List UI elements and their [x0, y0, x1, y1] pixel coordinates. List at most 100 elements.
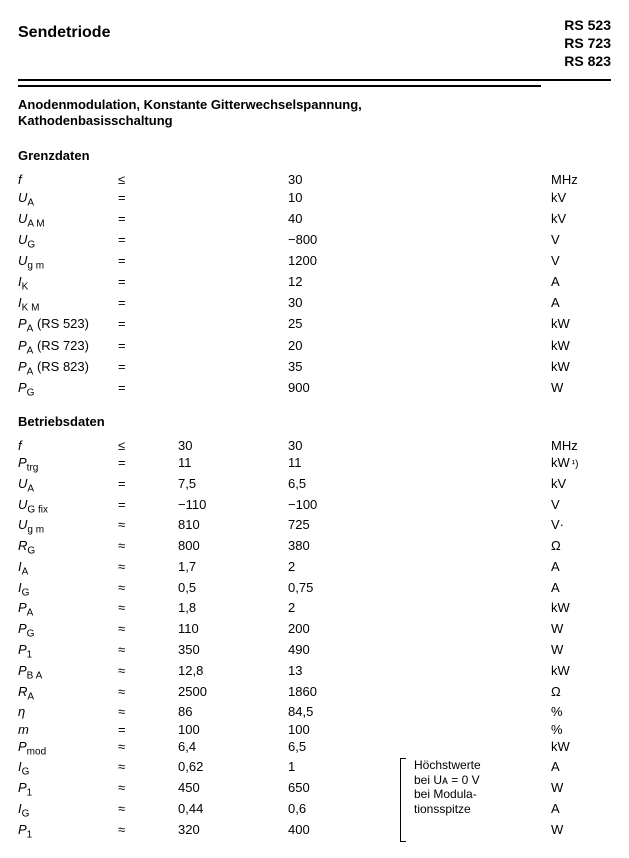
grenz-symbol: UA — [18, 189, 118, 210]
betrieb-value-2: 200 — [288, 620, 398, 637]
betrieb-value-1: 810 — [178, 516, 288, 533]
grenz-unit: kW — [551, 315, 611, 333]
betrieb-op: ≈ — [118, 662, 178, 679]
betrieb-row: Ug m≈810725V· — [18, 516, 611, 537]
betrieb-value-1: 450 — [178, 779, 288, 796]
betrieb-op: = — [118, 454, 178, 471]
betrieb-unit: V· — [551, 516, 611, 533]
betrieb-unit: kW¹) — [551, 454, 611, 471]
betrieb-value-1: 800 — [178, 537, 288, 554]
betrieb-row: PG≈110200W — [18, 620, 611, 641]
grenz-op: = — [118, 337, 178, 355]
grenz-op: = — [118, 252, 178, 270]
subtitle-line-1: Anodenmodulation, Konstante Gitterwechse… — [18, 97, 611, 114]
grenz-symbol: UA M — [18, 210, 118, 231]
betrieb-row: RG≈800380Ω — [18, 537, 611, 558]
betrieb-row: f≤3030MHz — [18, 437, 611, 454]
grenz-symbol: Ug m — [18, 252, 118, 273]
grenz-value: 40 — [288, 210, 398, 228]
betrieb-value-1: 320 — [178, 821, 288, 838]
betrieb-symbol: m — [18, 721, 118, 738]
grenz-symbol: IK M — [18, 294, 118, 315]
betrieb-unit: MHz — [551, 437, 611, 454]
page-title: Sendetriode — [18, 16, 110, 42]
betrieb-value-2: 13 — [288, 662, 398, 679]
betriebsdaten-title: Betriebsdaten — [18, 414, 611, 429]
betrieb-value-1: 7,5 — [178, 475, 288, 492]
betrieb-symbol: Ptrg — [18, 454, 118, 475]
grenz-unit: V — [551, 252, 611, 270]
betrieb-value-2: −100 — [288, 496, 398, 513]
grenz-symbol: f — [18, 171, 118, 189]
grenz-unit: A — [551, 273, 611, 291]
betrieb-op: ≈ — [118, 599, 178, 616]
grenz-value: 1200 — [288, 252, 398, 270]
grenzdaten-title: Grenzdaten — [18, 148, 611, 163]
betrieb-unit: % — [551, 721, 611, 738]
divider-top — [18, 79, 611, 81]
betrieb-value-1: 0,5 — [178, 579, 288, 596]
grenz-unit: V — [551, 231, 611, 249]
grenz-value: 10 — [288, 189, 398, 207]
betrieb-unit: W — [551, 779, 611, 796]
betrieb-symbol: Ug m — [18, 516, 118, 537]
betrieb-symbol: PB A — [18, 662, 118, 683]
betrieb-unit: A — [551, 558, 611, 575]
grenz-value: 35 — [288, 358, 398, 376]
grenz-row: IK M=30A — [18, 294, 611, 315]
betrieb-unit: V — [551, 496, 611, 513]
betrieb-value-2: 0,6 — [288, 800, 398, 817]
betrieb-value-2: 84,5 — [288, 703, 398, 720]
betrieb-value-2: 1 — [288, 758, 398, 775]
betrieb-unit: W — [551, 821, 611, 838]
betrieb-op: = — [118, 496, 178, 513]
betrieb-row: UG fix=−110−100V — [18, 496, 611, 517]
betrieb-row: m=100100% — [18, 721, 611, 738]
betrieb-unit: kW — [551, 662, 611, 679]
betrieb-value-1: −110 — [178, 496, 288, 513]
betrieb-row: IG≈0,50,75A — [18, 579, 611, 600]
model-2: RS 823 — [564, 52, 611, 70]
grenz-unit: kV — [551, 189, 611, 207]
betrieb-value-2: 400 — [288, 821, 398, 838]
betrieb-row: Pmod≈6,46,5kW — [18, 738, 611, 759]
grenz-unit: kV — [551, 210, 611, 228]
betrieb-symbol: RA — [18, 683, 118, 704]
subtitle: Anodenmodulation, Konstante Gitterwechse… — [18, 97, 611, 131]
grenz-row: PA (RS 723)=20kW — [18, 337, 611, 358]
betrieb-op: ≈ — [118, 537, 178, 554]
betrieb-op: ≈ — [118, 641, 178, 658]
betrieb-unit: Ω — [551, 683, 611, 700]
grenz-value: 25 — [288, 315, 398, 333]
betrieb-value-2: 6,5 — [288, 738, 398, 755]
betrieb-unit: kV — [551, 475, 611, 492]
grenz-value: −800 — [288, 231, 398, 249]
betrieb-value-2: 725 — [288, 516, 398, 533]
betrieb-op: ≈ — [118, 758, 178, 775]
grenz-row: UA=10kV — [18, 189, 611, 210]
betrieb-value-1: 86 — [178, 703, 288, 720]
betrieb-op: ≈ — [118, 800, 178, 817]
grenz-unit: MHz — [551, 171, 611, 189]
grenz-row: UG=−800V — [18, 231, 611, 252]
betrieb-value-1: 110 — [178, 620, 288, 637]
grenz-value: 12 — [288, 273, 398, 291]
betrieb-op: ≤ — [118, 437, 178, 454]
betrieb-value-1: 1,7 — [178, 558, 288, 575]
grenz-unit: kW — [551, 337, 611, 355]
betrieb-unit: kW — [551, 738, 611, 755]
betrieb-value-2: 30 — [288, 437, 398, 454]
grenz-unit: A — [551, 294, 611, 312]
grenz-symbol: PA (RS 523) — [18, 315, 118, 336]
betrieb-value-1: 0,44 — [178, 800, 288, 817]
betrieb-op: = — [118, 721, 178, 738]
betrieb-unit: A — [551, 758, 611, 775]
grenz-unit: W — [551, 379, 611, 397]
betrieb-op: ≈ — [118, 620, 178, 637]
grenz-symbol: PG — [18, 379, 118, 400]
betrieb-unit: W — [551, 641, 611, 658]
grenz-symbol: PA (RS 723) — [18, 337, 118, 358]
betrieb-op: ≈ — [118, 703, 178, 720]
betrieb-value-2: 650 — [288, 779, 398, 796]
grenz-symbol: PA (RS 823) — [18, 358, 118, 379]
